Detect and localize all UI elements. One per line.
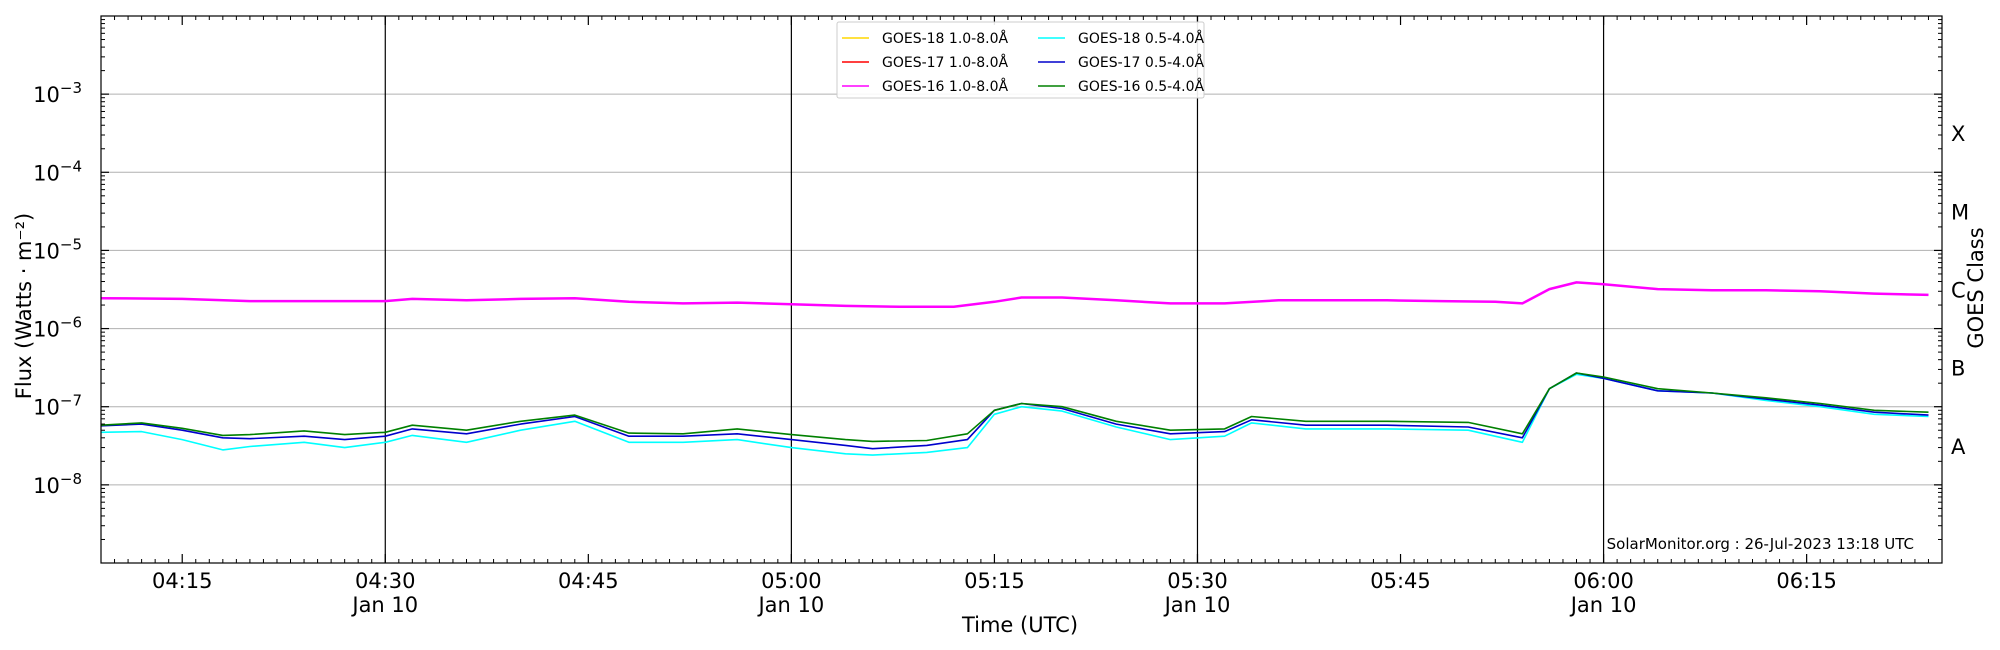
y-tick-label: 10−7 xyxy=(33,392,82,420)
y-tick-label: 10−4 xyxy=(33,157,82,185)
y2-axis-label: GOES Class xyxy=(1964,227,1988,348)
y-tick-label: 10−8 xyxy=(33,470,82,498)
day-lines xyxy=(384,16,1605,563)
x-axis-label: Time (UTC) xyxy=(961,613,1078,637)
legend-label: GOES-17 0.5-4.0Å xyxy=(1078,54,1204,71)
goes-class-label: A xyxy=(1951,435,1966,459)
goes-class-label: C xyxy=(1951,279,1966,303)
x-tick-sublabel: Jan 10 xyxy=(756,593,824,617)
x-tick-label: 06:00 xyxy=(1573,569,1634,593)
goes-class-label: B xyxy=(1951,357,1965,381)
legend: GOES-18 1.0-8.0Å GOES-17 1.0-8.0Å GOES-16 … xyxy=(836,21,1205,99)
x-tick-sublabel: Jan 10 xyxy=(350,593,418,617)
x-tick-label: 06:15 xyxy=(1776,569,1837,593)
x-tick-sublabel: Jan 10 xyxy=(1163,593,1231,617)
x-tick-label: 05:15 xyxy=(964,569,1025,593)
legend-label: GOES-18 0.5-4.0Å xyxy=(1078,30,1204,47)
goes-class-labels: X M C B A xyxy=(1951,122,1969,459)
y-axis-label: Flux (Watts · m⁻²) xyxy=(12,213,36,399)
y-tick-label: 10−3 xyxy=(33,79,82,107)
legend-label: GOES-16 1.0-8.0Å xyxy=(882,78,1008,95)
series-line xyxy=(100,281,1929,309)
series-line xyxy=(100,372,1929,443)
x-tick-label: 04:45 xyxy=(558,569,619,593)
x-tick-sublabel: Jan 10 xyxy=(1569,593,1637,617)
x-tick-label: 04:30 xyxy=(355,569,416,593)
x-tick-label: 04:15 xyxy=(152,569,213,593)
legend-label: GOES-17 1.0-8.0Å xyxy=(882,54,1008,71)
series-line xyxy=(100,373,1929,456)
goes-class-label: M xyxy=(1951,200,1969,224)
legend-label: GOES-18 1.0-8.0Å xyxy=(882,30,1008,47)
series-layer xyxy=(100,281,1929,456)
y-tick-label: 10−5 xyxy=(33,235,82,263)
x-tick-label: 05:30 xyxy=(1167,569,1228,593)
legend-box xyxy=(836,21,1205,99)
x-tick-label: 05:45 xyxy=(1370,569,1431,593)
credit-text: SolarMonitor.org : 26-Jul-2023 13:18 UTC xyxy=(1607,535,1914,553)
x-tick-label: 05:00 xyxy=(761,569,822,593)
y-tick-label: 10−6 xyxy=(33,314,82,342)
series-line xyxy=(100,372,1929,450)
goes-class-label: X xyxy=(1951,122,1965,146)
y-axis-ticks: 10−3 10−4 10−5 10−6 10−7 10−8 xyxy=(33,19,1942,540)
legend-label: GOES-16 0.5-4.0Å xyxy=(1078,78,1204,95)
